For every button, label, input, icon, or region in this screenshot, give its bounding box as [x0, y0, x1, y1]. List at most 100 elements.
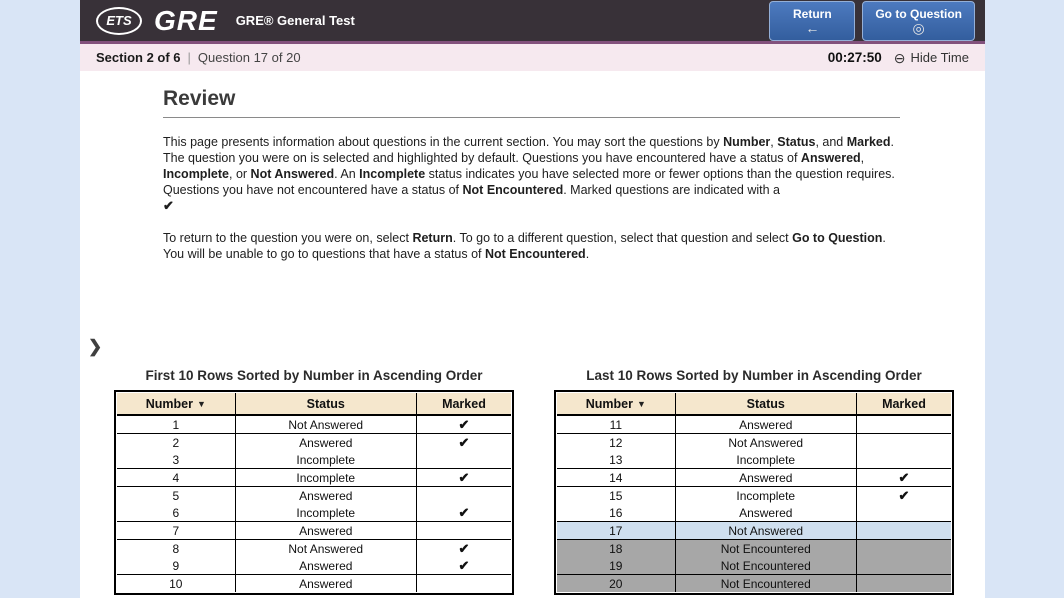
table-row-10[interactable]: 10 Answered [117, 574, 511, 592]
col-header-marked[interactable]: Marked [415, 393, 511, 416]
table-title: Last 10 Rows Sorted by Number in Ascendi… [586, 368, 922, 383]
table-row-11[interactable]: 11 Answered [557, 415, 951, 434]
expand-chevron-icon[interactable]: ❯ [88, 337, 103, 356]
number-cell: 11 [557, 415, 676, 434]
status-bar: Section 2 of 6 | Question 17 of 20 00:27… [80, 44, 985, 71]
first-table-section: First 10 Rows Sorted by Number in Ascend… [114, 368, 514, 595]
number-cell: 5 [172, 488, 180, 503]
col-header-status[interactable]: Status [674, 393, 857, 416]
number-cell: 9 [117, 557, 236, 575]
marked-cell [855, 415, 951, 434]
col-header-number[interactable]: Number ▼ [117, 393, 236, 416]
table-row-9[interactable]: 9 Answered ✔ [117, 557, 511, 575]
status-cell: Incomplete [234, 504, 417, 522]
status-cell: Not Encountered [674, 557, 857, 575]
marked-cell [855, 521, 951, 540]
table-row-15[interactable]: 15 Incomplete ✔ [557, 486, 951, 504]
marked-cell [415, 451, 511, 469]
number-cell: 19 [557, 557, 676, 575]
status-cell: Answered [674, 415, 857, 434]
number-cell: 3 [117, 451, 236, 469]
marked-cell: ✔ [855, 486, 951, 504]
number-cell: 6 [117, 504, 236, 522]
table-row-18: 18 Not Encountered [557, 539, 951, 557]
status-divider: | [187, 50, 191, 65]
test-window: ETS GRE GRE® General Test Return ← Go to… [80, 0, 985, 598]
status-cell: Not Answered [234, 415, 417, 434]
table-row-6[interactable]: 6 Incomplete ✔ [117, 504, 511, 522]
review-table: Number ▼ Status Marked 11 Answered 12 Not Answe… [557, 393, 951, 592]
table-row-13[interactable]: 13 Incomplete [557, 451, 951, 469]
status-cell: Answered [234, 486, 417, 504]
status-cell: Not Answered [674, 521, 857, 540]
status-cell: Not Encountered [674, 574, 857, 592]
table-row-1[interactable]: 1 Not Answered ✔ [117, 415, 511, 434]
app-title: GRE® General Test [235, 13, 355, 28]
table-row-12[interactable]: 12 Not Answered [557, 433, 951, 451]
number-cell: 1 [117, 415, 236, 434]
clock-icon: ⊖ [893, 49, 906, 66]
number-cell: 14 [557, 468, 676, 487]
ets-logo: ETS [96, 6, 142, 35]
table-row-16[interactable]: 16 Answered [557, 504, 951, 522]
marked-cell: ✔ [415, 433, 511, 451]
go-to-question-icon: ◎ [912, 19, 925, 36]
marked-cell: ✔ [415, 504, 511, 522]
table-row-17[interactable]: 17 Not Answered [557, 521, 951, 540]
number-cell: 12 [609, 435, 623, 450]
table-header-row: Number ▼ Status Marked [117, 393, 511, 416]
table-frame: Number ▼ Status Marked 11 Answered 12 Not Answe… [554, 390, 954, 595]
col-header-status[interactable]: Status [234, 393, 417, 416]
timer-area: 00:27:50 ⊖ Hide Time [828, 50, 969, 65]
marked-cell [855, 539, 951, 557]
marked-cell [855, 574, 951, 592]
status-cell: Not Answered [674, 433, 857, 451]
status-cell: Incomplete [674, 451, 857, 469]
table-frame: Number ▼ Status Marked 1 Not Answered ✔ 2 Answer… [114, 390, 514, 595]
col-header-marked[interactable]: Marked [855, 393, 951, 416]
table-row-7[interactable]: 7 Answered [117, 521, 511, 540]
table-header-row: Number ▼ Status Marked [557, 393, 951, 416]
sort-desc-icon: ▼ [196, 398, 206, 409]
table-row-2[interactable]: 2 Answered ✔ [117, 433, 511, 451]
marked-cell: ✔ [415, 557, 511, 575]
marked-cell: ✔ [415, 539, 511, 557]
marked-cell [855, 451, 951, 469]
table-row-14[interactable]: 14 Answered ✔ [557, 468, 951, 487]
status-cell: Answered [234, 574, 417, 592]
col-header-number[interactable]: Number ▼ [557, 393, 676, 416]
hide-time-toggle[interactable]: ⊖ Hide Time [894, 50, 969, 65]
number-cell: 7 [117, 521, 236, 540]
gre-logo: GRE [154, 4, 218, 36]
go-to-question-button[interactable]: Go to Question ◎ [862, 0, 975, 41]
table-row-3[interactable]: 3 Incomplete [117, 451, 511, 469]
number-cell: 2 [172, 435, 180, 450]
go-to-question-button-label: Go to Question [875, 6, 962, 21]
marked-cell [855, 504, 951, 522]
marked-cell [415, 521, 511, 540]
status-cell: Incomplete [674, 486, 857, 504]
number-cell: 8 [172, 541, 180, 556]
table-row-8[interactable]: 8 Not Answered ✔ [117, 539, 511, 557]
status-cell: Answered [234, 433, 417, 451]
last-table-section: Last 10 Rows Sorted by Number in Ascendi… [554, 368, 954, 595]
marked-cell: ✔ [855, 468, 951, 487]
table-title: First 10 Rows Sorted by Number in Ascend… [145, 368, 483, 383]
section-indicator: Section 2 of 6 [96, 50, 181, 65]
question-indicator: Question 17 of 20 [197, 50, 301, 65]
table-row-5[interactable]: 5 Answered [117, 486, 511, 504]
status-cell: Answered [674, 504, 857, 522]
top-header: ETS GRE GRE® General Test Return ← Go to… [80, 0, 985, 44]
instructions-paragraph-1: This page presents information about que… [163, 135, 895, 213]
status-cell: Not Answered [234, 539, 417, 557]
number-cell: 10 [169, 576, 183, 591]
page-title: Review [163, 87, 900, 118]
number-cell: 17 [557, 521, 676, 540]
return-button[interactable]: Return ← [769, 0, 856, 41]
arrow-left-icon: ← [805, 19, 820, 36]
status-cell: Not Encountered [674, 539, 857, 557]
marked-cell [855, 433, 951, 451]
table-row-4[interactable]: 4 Incomplete ✔ [117, 468, 511, 487]
timer: 00:27:50 [827, 50, 882, 65]
marked-cell [855, 557, 951, 575]
